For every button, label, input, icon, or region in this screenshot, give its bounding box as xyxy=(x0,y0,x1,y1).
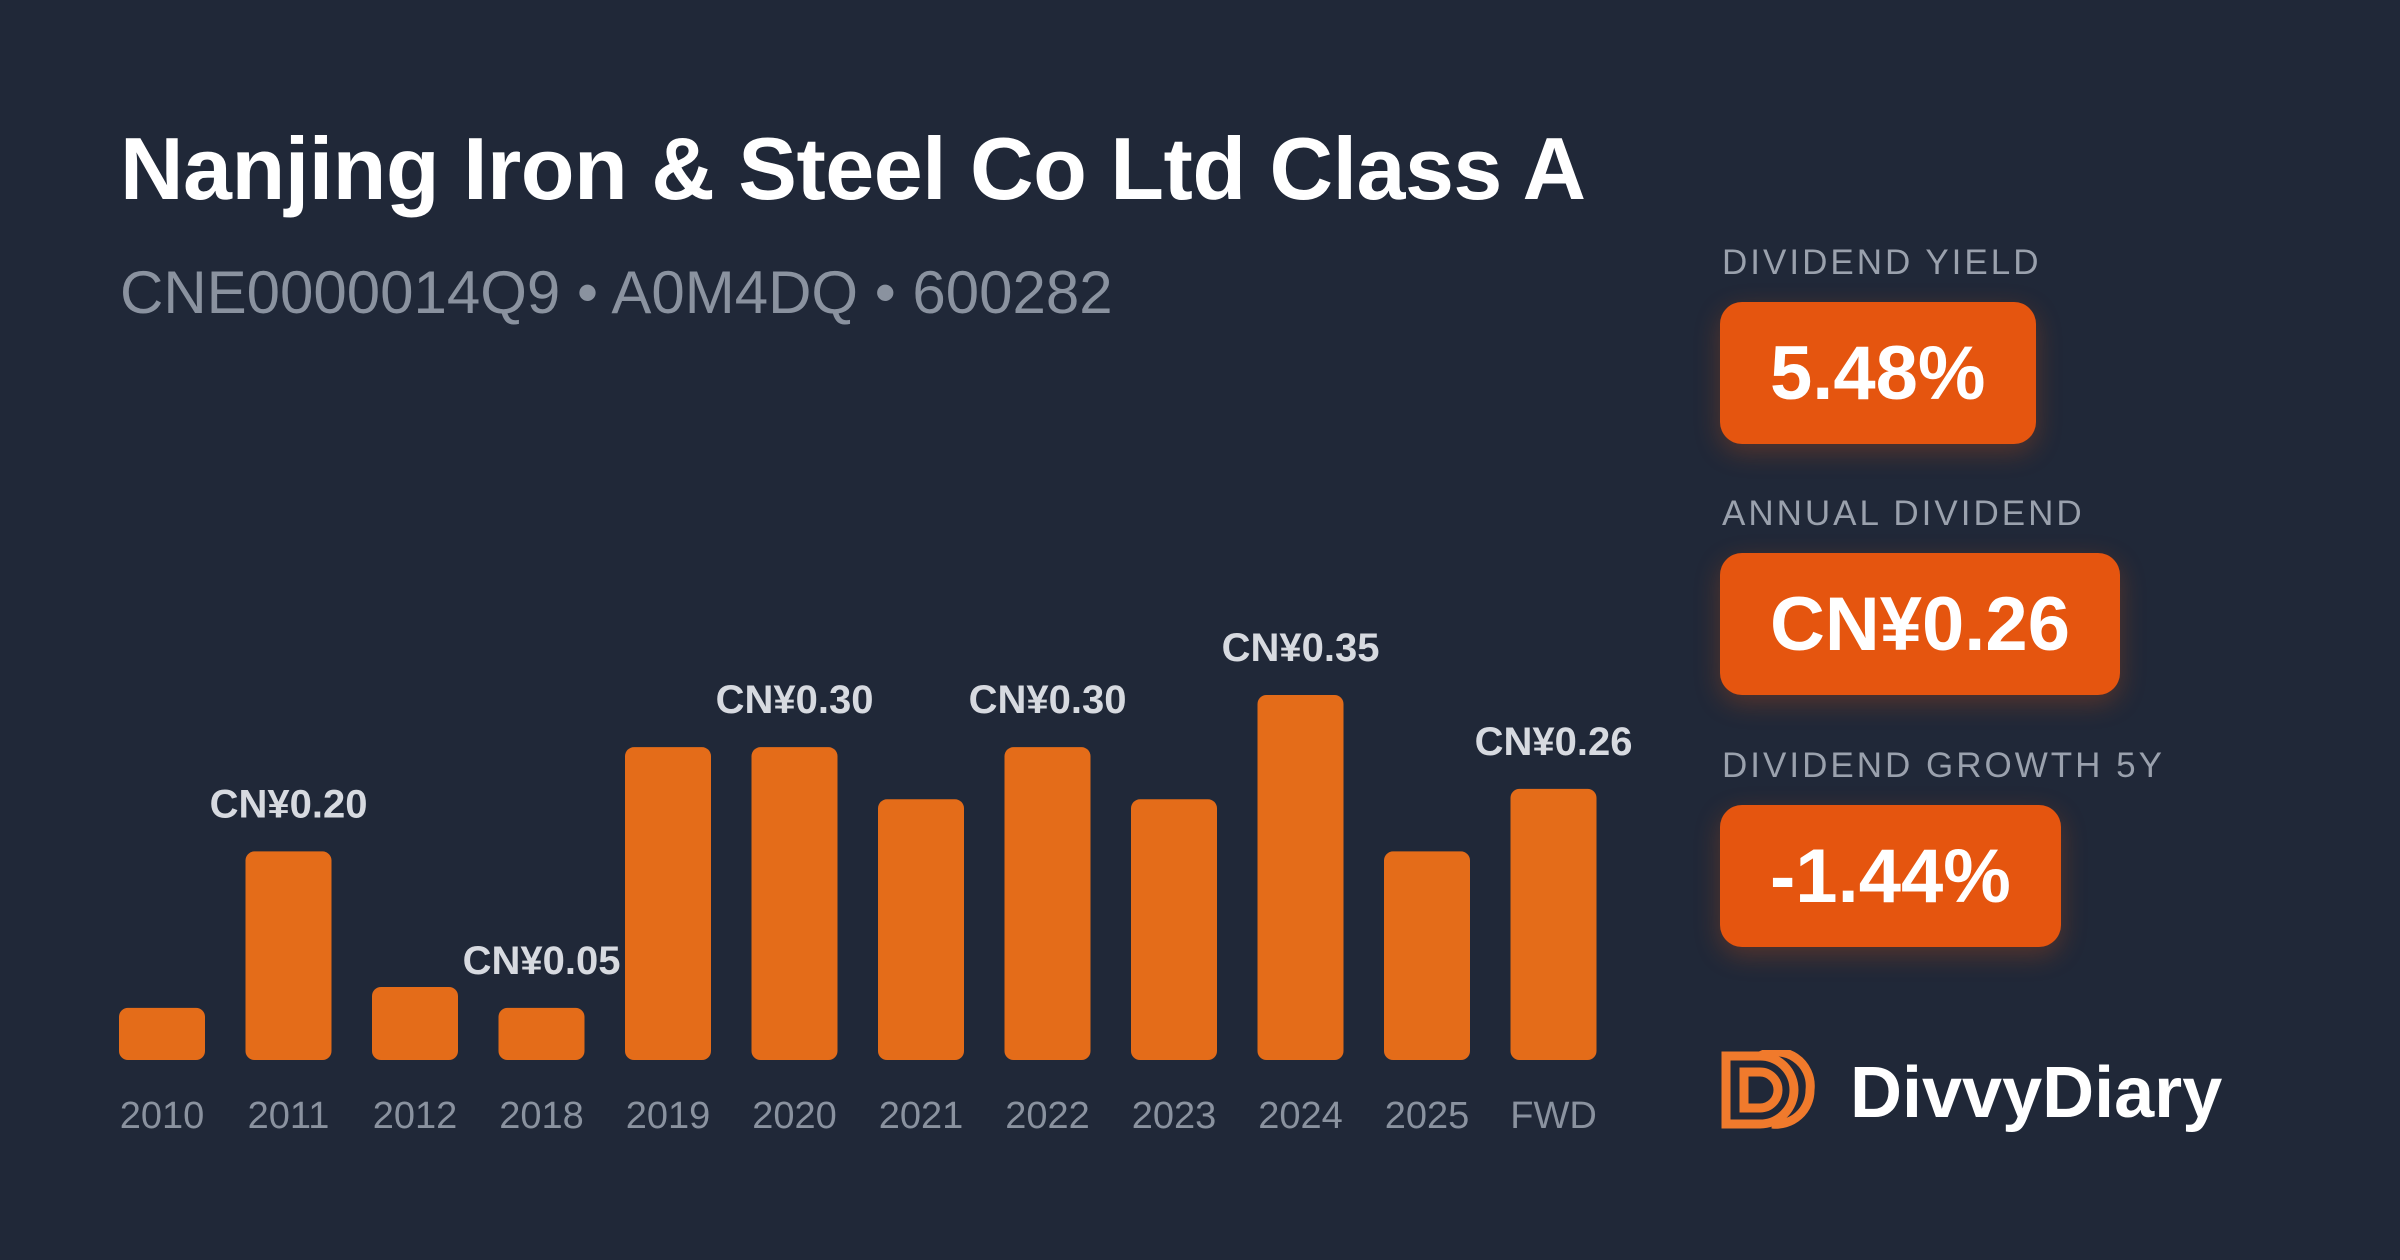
data-label: CN¥0.35 xyxy=(1222,626,1380,670)
bar-2018 xyxy=(498,1007,585,1060)
x-tick-label: 2019 xyxy=(626,1095,711,1137)
dividend-growth-value: -1.44% xyxy=(1720,805,2061,947)
dividend-yield-value: 5.48% xyxy=(1720,302,2036,444)
bar-2010 xyxy=(119,1007,205,1060)
divvydiary-logo-icon xyxy=(1720,1047,1816,1135)
x-tick-label: 2025 xyxy=(1385,1095,1470,1137)
data-label: CN¥0.05 xyxy=(463,939,621,983)
dividend-yield-label: DIVIDEND YIELD xyxy=(1722,243,2042,282)
x-tick-label: 2010 xyxy=(120,1095,205,1137)
annual-dividend-value: CN¥0.26 xyxy=(1720,553,2120,695)
bar-2012 xyxy=(372,987,458,1060)
data-label: CN¥0.26 xyxy=(1475,720,1633,764)
bar-2024 xyxy=(1257,695,1344,1060)
bar-2011 xyxy=(245,851,332,1060)
bar-2025 xyxy=(1384,851,1470,1060)
x-tick-label: 2024 xyxy=(1258,1095,1343,1137)
bar-2020 xyxy=(751,747,838,1060)
x-tick-label: 2018 xyxy=(499,1095,584,1137)
bar-2019 xyxy=(625,747,711,1060)
annual-dividend-label: ANNUAL DIVIDEND xyxy=(1722,494,2085,533)
x-tick-label: 2020 xyxy=(752,1095,837,1137)
x-tick-label: 2021 xyxy=(879,1095,964,1137)
brand-name: DivvyDiary xyxy=(1850,1052,2223,1133)
bar-2023 xyxy=(1131,799,1217,1060)
bar-2022 xyxy=(1004,747,1091,1060)
dividend-growth-label: DIVIDEND GROWTH 5Y xyxy=(1722,746,2165,785)
brand: DivvyDiary xyxy=(1720,1047,2223,1135)
bar-fwd xyxy=(1510,788,1597,1060)
data-label: CN¥0.20 xyxy=(210,782,368,826)
data-label: CN¥0.30 xyxy=(716,678,874,722)
x-tick-label: 2012 xyxy=(373,1095,458,1137)
page-title: Nanjing Iron & Steel Co Ltd Class A xyxy=(120,119,1586,218)
data-label: CN¥0.30 xyxy=(969,678,1127,722)
x-tick-label: 2011 xyxy=(248,1095,330,1137)
x-tick-label: 2023 xyxy=(1132,1095,1217,1137)
bar-2021 xyxy=(878,799,964,1060)
x-tick-label: FWD xyxy=(1510,1095,1597,1137)
dividend-bar-chart: 2010 2011 CN¥0.20 2012 2018 CN¥0.05 2019 2020 CN… xyxy=(119,626,1633,1137)
security-identifiers: CNE0000014Q9 • A0M4DQ • 600282 xyxy=(120,259,1113,326)
x-tick-label: 2022 xyxy=(1005,1095,1090,1137)
